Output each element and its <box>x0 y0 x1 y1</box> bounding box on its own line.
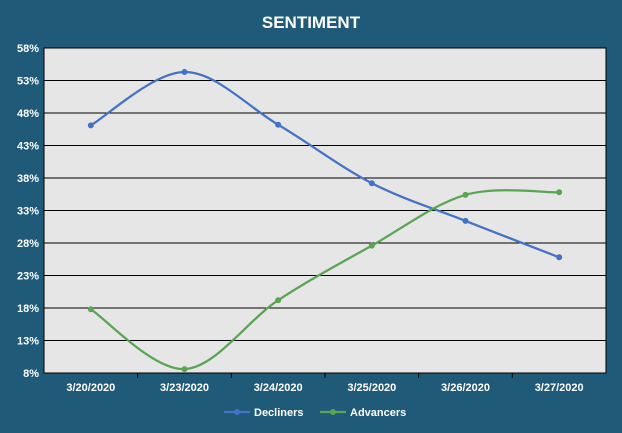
y-tick-label: 58% <box>17 43 39 55</box>
y-tick-label: 43% <box>17 141 39 153</box>
decliners-point <box>368 180 375 187</box>
x-tick-label: 3/25/2020 <box>347 382 396 394</box>
legend-swatch-marker <box>234 409 240 415</box>
decliners-point <box>87 122 94 129</box>
advancers-point <box>368 242 375 249</box>
decliners-point <box>181 69 188 76</box>
x-tick-label: 3/27/2020 <box>535 382 584 394</box>
legend-label: Advancers <box>350 407 406 419</box>
legend-item-decliners: Decliners <box>224 407 304 419</box>
decliners-point <box>462 217 469 224</box>
y-tick-label: 48% <box>17 108 39 120</box>
advancers-point <box>275 297 282 304</box>
y-tick-label: 23% <box>17 271 39 283</box>
advancers-point <box>462 191 469 198</box>
decliners-line <box>90 70 560 259</box>
x-tick-label: 3/23/2020 <box>160 382 209 394</box>
advancers-point <box>556 189 563 196</box>
series-group <box>87 69 563 373</box>
y-tick-label: 38% <box>17 173 39 185</box>
x-tick-label: 3/20/2020 <box>66 382 115 394</box>
chart-frame: SENTIMENT 8% 13% 18% 23% 28% 33% 38% 43% 48% 53% 5… <box>2 2 620 429</box>
legend-label: Decliners <box>254 407 304 419</box>
y-tick-label: 33% <box>17 206 39 218</box>
y-tick-label: 18% <box>17 303 39 315</box>
y-tick-label: 28% <box>17 238 39 250</box>
sentiment-chart: SENTIMENT 8% 13% 18% 23% 28% 33% 38% 43% 48% 53% 5… <box>17 13 607 419</box>
decliners-point <box>556 254 563 261</box>
x-axis-ticks: 3/20/2020 3/23/2020 3/24/2020 3/25/2020 3/26… <box>66 373 584 394</box>
y-tick-label: 8% <box>23 368 39 380</box>
y-tick-label: 13% <box>17 336 39 348</box>
decliners-point <box>275 121 282 128</box>
series-advancers <box>87 189 563 373</box>
legend-swatch-marker <box>330 409 336 415</box>
x-tick-label: 3/24/2020 <box>254 382 303 394</box>
legend: Decliners Advancers <box>224 407 406 419</box>
legend-item-advancers: Advancers <box>320 407 406 419</box>
gridlines <box>43 47 607 374</box>
series-decliners <box>87 69 563 261</box>
chart-title: SENTIMENT <box>262 13 361 32</box>
y-axis-ticks: 8% 13% 18% 23% 28% 33% 38% 43% 48% 53% 58% <box>17 43 39 380</box>
advancers-point <box>87 306 94 313</box>
y-tick-label: 53% <box>17 76 39 88</box>
advancers-point <box>181 366 188 373</box>
x-tick-label: 3/26/2020 <box>441 382 490 394</box>
